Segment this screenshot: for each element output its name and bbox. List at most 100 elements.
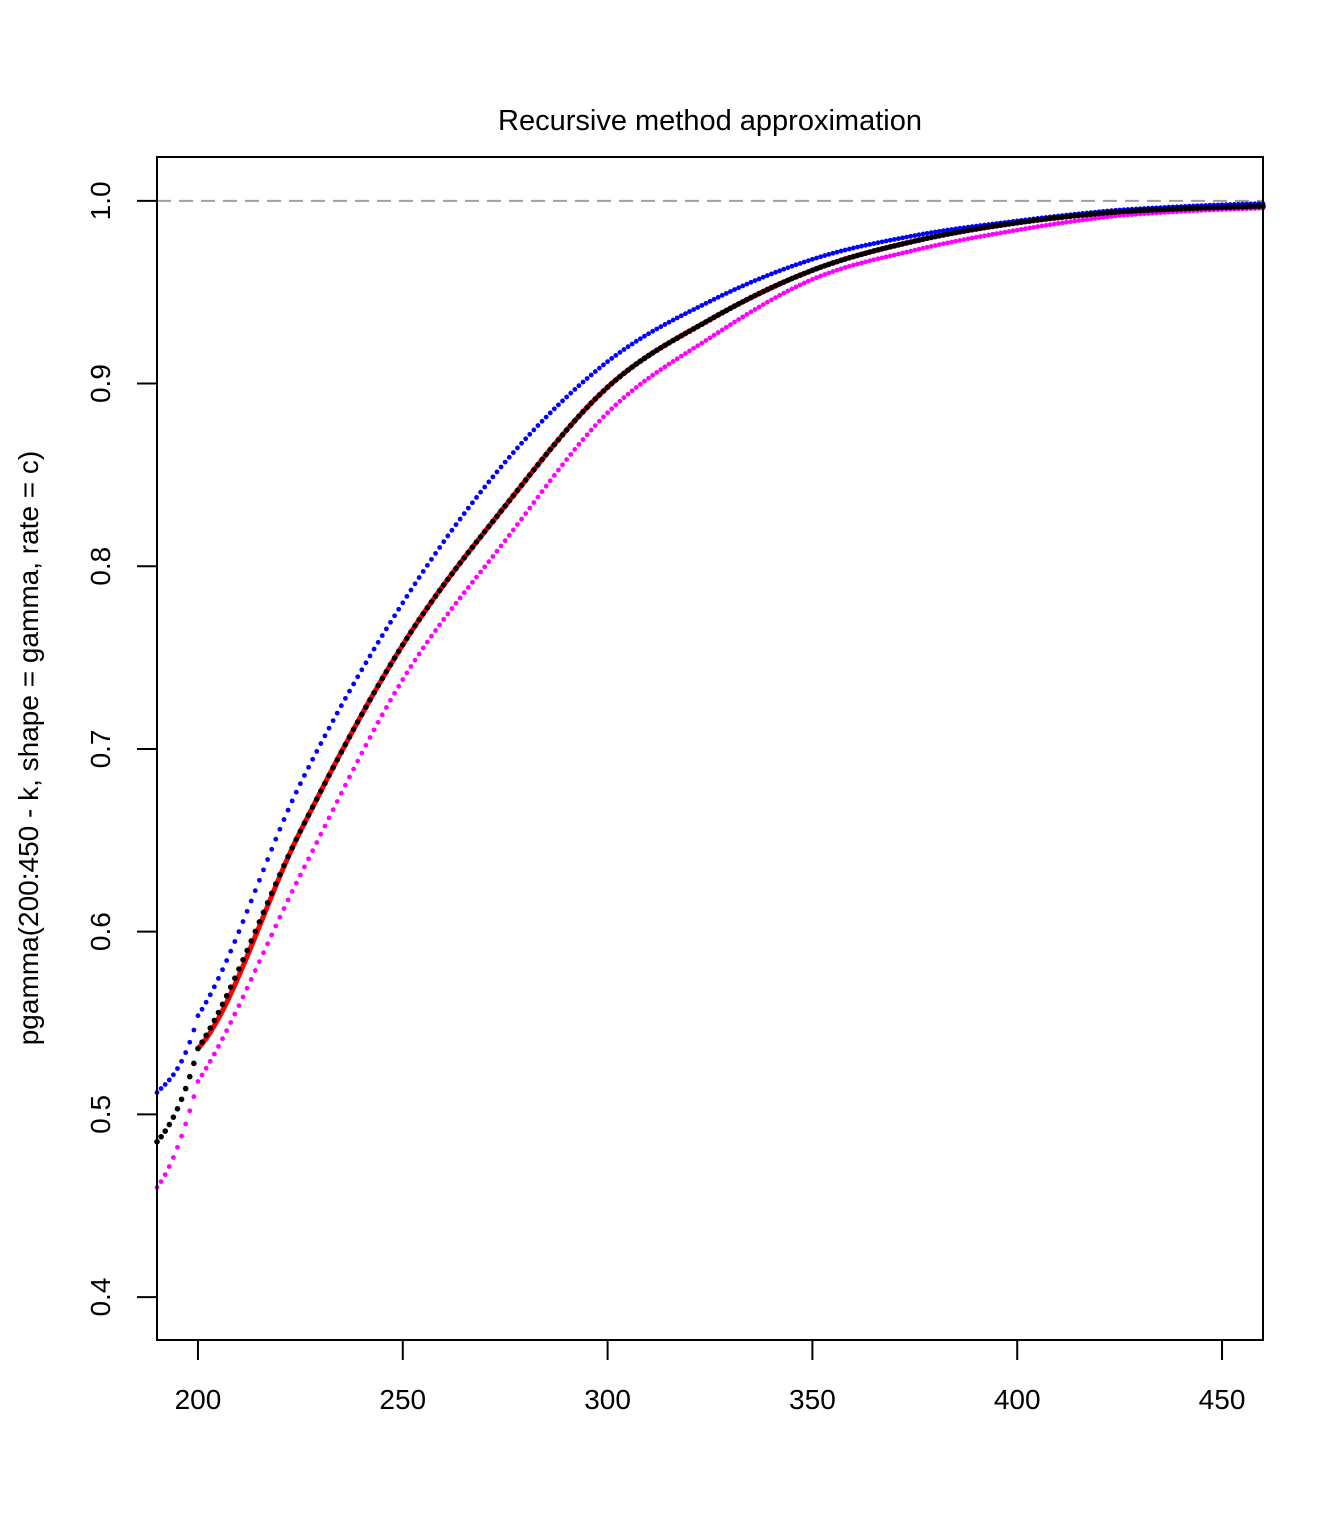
data-point	[916, 246, 922, 252]
data-point	[719, 309, 726, 316]
series-blue	[154, 201, 1266, 1095]
data-point	[1239, 203, 1246, 210]
data-point	[723, 290, 729, 296]
data-point	[527, 431, 533, 437]
data-point	[1190, 205, 1197, 212]
data-point	[551, 473, 557, 478]
data-point	[969, 235, 975, 241]
data-point	[305, 812, 312, 818]
data-point	[244, 908, 250, 914]
data-point	[625, 344, 631, 350]
data-point	[478, 569, 484, 575]
data-point	[650, 372, 656, 378]
data-point	[1174, 206, 1180, 212]
data-point	[728, 322, 733, 328]
data-point	[244, 947, 250, 954]
data-point	[945, 240, 950, 246]
data-point	[392, 613, 397, 619]
data-point	[240, 957, 246, 963]
data-point	[674, 356, 680, 362]
data-point	[875, 256, 881, 262]
data-point	[891, 237, 897, 242]
data-point	[645, 352, 652, 359]
data-point	[334, 710, 340, 716]
data-point	[683, 351, 688, 356]
data-point	[707, 316, 713, 323]
data-point	[162, 1172, 168, 1178]
data-point	[588, 427, 594, 433]
data-point	[560, 462, 565, 468]
data-point	[326, 815, 332, 821]
data-point	[240, 994, 246, 1000]
data-point	[588, 400, 595, 406]
data-point	[637, 336, 643, 342]
data-point	[572, 447, 578, 452]
data-point	[1068, 219, 1073, 225]
data-point	[686, 328, 693, 334]
data-point	[547, 478, 553, 484]
data-point	[555, 436, 562, 443]
data-point	[359, 750, 365, 756]
data-point	[179, 1133, 184, 1139]
data-point	[486, 479, 492, 485]
data-point	[678, 353, 684, 359]
data-point	[989, 223, 996, 230]
data-point	[437, 622, 443, 628]
data-point	[224, 958, 230, 963]
data-point	[400, 600, 406, 606]
data-point	[1043, 222, 1049, 228]
data-point	[707, 335, 713, 341]
data-point	[560, 398, 565, 404]
data-point	[470, 500, 475, 506]
data-point	[1194, 205, 1201, 211]
data-point	[1096, 210, 1102, 217]
data-point	[993, 222, 1000, 229]
data-point	[248, 977, 254, 982]
data-point	[597, 365, 602, 371]
data-point	[949, 239, 955, 245]
data-point	[764, 299, 770, 305]
data-point	[232, 975, 238, 981]
data-point	[1059, 220, 1065, 226]
data-point	[371, 689, 377, 696]
data-point	[1075, 212, 1082, 219]
data-point	[408, 664, 414, 669]
data-point	[547, 410, 553, 416]
data-point	[424, 639, 430, 645]
data-point	[334, 799, 340, 804]
data-point	[801, 259, 807, 265]
data-point	[605, 359, 610, 365]
data-point	[736, 285, 742, 291]
data-point	[1113, 213, 1118, 219]
data-point	[797, 282, 803, 288]
data-point	[564, 394, 570, 400]
data-point	[576, 413, 582, 419]
data-point	[506, 498, 513, 504]
data-point	[445, 576, 451, 583]
data-point	[982, 233, 987, 239]
data-point	[175, 1144, 180, 1150]
data-point	[604, 384, 611, 391]
data-point	[1084, 217, 1090, 222]
data-point	[1141, 207, 1148, 214]
data-point	[695, 343, 701, 349]
series-layer	[154, 201, 1266, 1190]
data-point	[711, 332, 717, 338]
data-point	[769, 297, 774, 303]
data-point	[653, 347, 660, 354]
data-point	[863, 242, 869, 248]
data-point	[883, 254, 889, 260]
data-point	[465, 505, 471, 511]
data-point	[793, 262, 799, 268]
data-point	[457, 516, 463, 522]
data-point	[256, 919, 263, 925]
data-point	[162, 1128, 168, 1134]
data-point	[1137, 207, 1143, 214]
data-point	[388, 697, 393, 703]
data-point	[1088, 211, 1094, 218]
data-point	[859, 243, 864, 249]
data-point	[1047, 215, 1053, 222]
data-point	[916, 232, 922, 238]
data-point	[416, 616, 422, 623]
data-point	[1027, 225, 1032, 231]
